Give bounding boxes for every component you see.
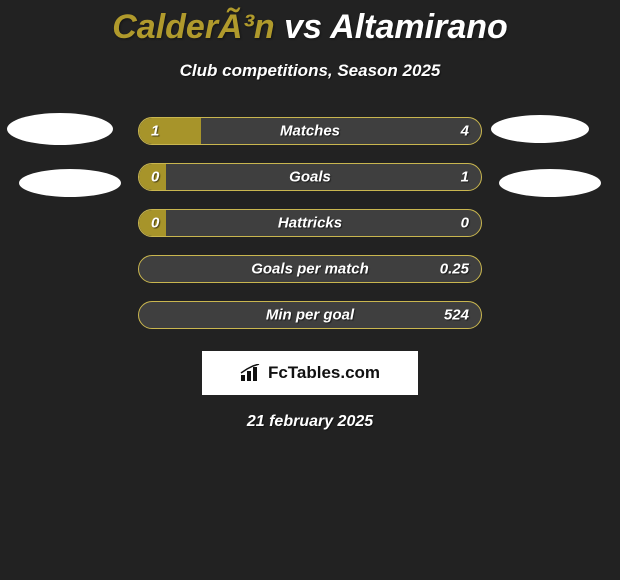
stat-label: Hattricks <box>278 215 342 232</box>
stat-row: 0 Goals 1 <box>138 163 482 191</box>
title-player1: CalderÃ³n <box>112 8 274 46</box>
title-player2: Altamirano <box>330 8 508 46</box>
stat-fill-left <box>139 118 201 144</box>
stat-label: Goals per match <box>251 261 369 278</box>
stat-value-right: 1 <box>461 169 469 186</box>
stat-value-left: 0 <box>151 169 159 186</box>
avatar <box>499 169 601 197</box>
stat-label: Matches <box>280 123 340 140</box>
brand-label: FcTables.com <box>268 363 380 383</box>
stat-value-right: 4 <box>461 123 469 140</box>
avatar <box>19 169 121 197</box>
avatar <box>7 113 113 145</box>
stat-row: Min per goal 524 <box>138 301 482 329</box>
stat-row: Goals per match 0.25 <box>138 255 482 283</box>
stat-row: 0 Hattricks 0 <box>138 209 482 237</box>
stat-value-right: 0.25 <box>440 261 469 278</box>
comparison-stage: 1 Matches 4 0 Goals 1 0 Hattricks 0 Goals per mat… <box>0 117 620 329</box>
avatar <box>491 115 589 143</box>
stat-value-right: 524 <box>444 307 469 324</box>
stat-rows: 1 Matches 4 0 Goals 1 0 Hattricks 0 Goals per mat… <box>138 117 482 329</box>
stat-value-left: 0 <box>151 215 159 232</box>
brand-box: FcTables.com <box>202 351 418 395</box>
stat-value-left: 1 <box>151 123 159 140</box>
stat-label: Min per goal <box>266 307 354 324</box>
page-title: CalderÃ³n vs Altamirano <box>0 0 620 47</box>
date-label: 21 february 2025 <box>0 413 620 431</box>
stat-row: 1 Matches 4 <box>138 117 482 145</box>
stat-value-right: 0 <box>461 215 469 232</box>
title-vs: vs <box>284 8 322 46</box>
stat-label: Goals <box>289 169 331 186</box>
bar-chart-icon <box>240 364 262 382</box>
subtitle: Club competitions, Season 2025 <box>0 61 620 81</box>
